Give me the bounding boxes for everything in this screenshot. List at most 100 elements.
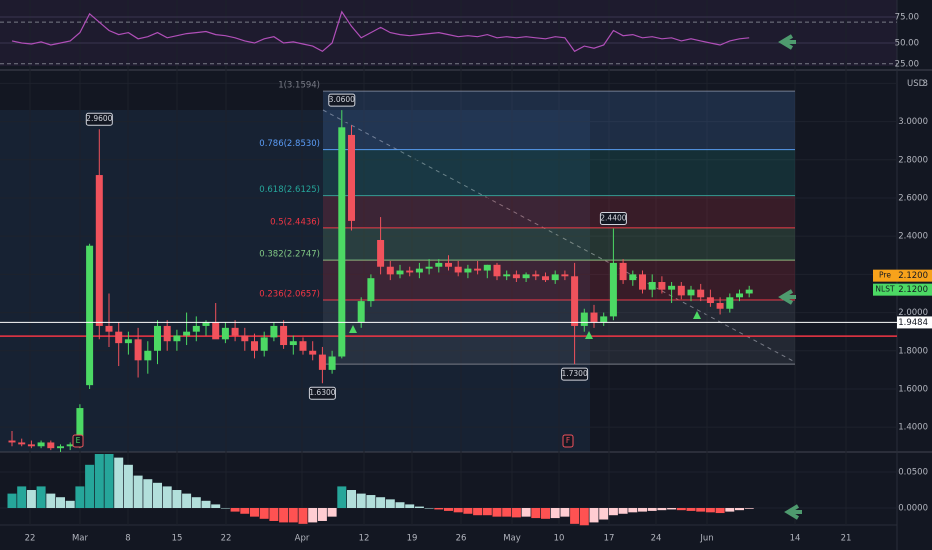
rsi-line (11, 10, 750, 53)
y-tick-label: 3 (923, 79, 928, 89)
macd-tick-label: 0.0000 (898, 504, 928, 514)
candle-body (154, 325, 161, 351)
price-label-box (85, 112, 113, 126)
candle-body (105, 325, 113, 332)
macd-bar (715, 508, 725, 514)
price-tag-name: Pre (879, 271, 891, 280)
x-tick-label: 22 (25, 534, 36, 544)
macd-bar (201, 500, 211, 509)
candle-body (134, 339, 142, 361)
macd-bar (288, 508, 298, 523)
x-tick-label: Jun (699, 534, 713, 544)
candle-body (260, 337, 268, 351)
price-label: 2.4400 (600, 214, 626, 223)
macd-bar (240, 508, 250, 514)
x-tick-label: May (503, 534, 521, 544)
candle-body (27, 444, 35, 447)
candle-body (493, 264, 501, 277)
macd-bar (511, 508, 521, 518)
macd-bar (705, 508, 715, 513)
candle-body (561, 274, 569, 277)
price-tag (897, 283, 932, 296)
macd-bar (220, 508, 230, 509)
x-tick-label: Mar (72, 534, 89, 544)
macd-bar (550, 508, 560, 519)
candle-body (37, 442, 45, 447)
macd-bar (7, 493, 17, 509)
macd-bar (570, 508, 580, 524)
candle-body (192, 325, 200, 332)
candle-body (163, 325, 171, 342)
macd-bar (579, 508, 589, 526)
fib-label: 0.382(2.2747) (259, 250, 320, 260)
candle-body (406, 270, 414, 273)
candle-body (8, 440, 16, 443)
candle-body (289, 341, 297, 346)
price-tag-label: 2.1200 (898, 285, 928, 295)
y-tick-label: 2.4000 (898, 232, 928, 242)
y-tick-label: 2.8000 (898, 155, 928, 165)
candle-body (454, 266, 462, 273)
macd-bar (123, 464, 133, 509)
rsi-tick-label: 50.00 (895, 38, 919, 48)
candle-body (745, 289, 753, 294)
macd-bar (17, 486, 27, 509)
price-label: 1.6300 (309, 388, 335, 397)
macd-bar (657, 508, 667, 511)
macd-bar (667, 508, 677, 510)
macd-bar (36, 486, 46, 509)
macd-bar (473, 508, 483, 516)
candle-body (396, 270, 404, 275)
macd-bar (191, 497, 201, 509)
candle-body (542, 276, 549, 281)
x-tick-label: 26 (456, 534, 467, 544)
candle-body (415, 268, 423, 273)
macd-bar (104, 454, 114, 509)
macd-bar (46, 493, 56, 509)
macd-bar (327, 508, 337, 517)
fib-label: 0.5(2.4436) (270, 217, 320, 227)
macd-bar (211, 504, 221, 509)
candle-body (435, 262, 443, 267)
x-tick-label: 19 (407, 534, 418, 544)
macd-bar (541, 508, 550, 519)
x-tick-label: 17 (604, 534, 615, 544)
macd-bar (85, 464, 95, 509)
candle-body (221, 327, 229, 340)
fib-band (323, 300, 795, 365)
candle-body (687, 289, 695, 296)
candle-body (57, 446, 64, 449)
macd-bar (182, 493, 192, 509)
candle-body (309, 350, 317, 355)
candle-body (600, 316, 608, 323)
fib-label: 1(3.1594) (278, 81, 320, 91)
candle-body (115, 331, 123, 344)
candle-body (95, 175, 103, 326)
price-tag-label: 2.1200 (898, 271, 928, 281)
candle-body (658, 282, 666, 290)
macd-bar (725, 508, 735, 512)
price-tag (897, 316, 932, 329)
candle-body (677, 285, 685, 296)
candle-body (241, 335, 249, 342)
x-tick-label: 24 (651, 534, 662, 544)
macd-bar (434, 508, 444, 510)
candle-body (212, 322, 220, 340)
event-label: E (76, 436, 81, 445)
candle-body (445, 262, 452, 267)
candle-body (202, 322, 210, 326)
currency-label: USD (907, 79, 926, 89)
arrow (784, 504, 802, 520)
macd-bar (347, 490, 356, 509)
macd-bar (259, 508, 269, 519)
x-tick-label: 14 (790, 534, 801, 544)
candle-body (609, 262, 617, 317)
price-label: 2.9600 (86, 114, 112, 123)
macd-bar (356, 493, 366, 509)
macd-bar (366, 495, 376, 509)
arrow (778, 289, 796, 305)
candle-body (736, 293, 743, 298)
macd-tick-label: 0.0500 (898, 468, 928, 478)
candle-body (377, 239, 385, 267)
